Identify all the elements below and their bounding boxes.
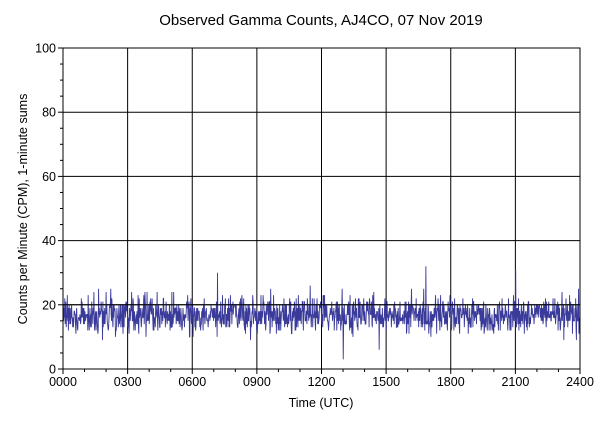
chart-title: Observed Gamma Counts, AJ4CO, 07 Nov 201… xyxy=(159,12,483,29)
x-tick-label: 2100 xyxy=(501,375,529,389)
x-axis-label: Time (UTC) xyxy=(289,396,354,410)
series-line xyxy=(62,266,581,360)
y-axis-label: Counts per Minute (CPM), 1-minute sums xyxy=(16,94,30,325)
y-tick-label: 20 xyxy=(42,298,56,312)
x-tick-label: 1800 xyxy=(437,375,465,389)
x-axis: 0000 0300 0600 0900 1200 1500 1800 2100 2400 xyxy=(49,369,594,389)
y-tick-label: 80 xyxy=(42,106,56,120)
y-tick-label: 0 xyxy=(49,363,56,377)
x-tick-label: 0000 xyxy=(49,375,77,389)
x-tick-label: 0300 xyxy=(114,375,142,389)
x-tick-label: 0900 xyxy=(243,375,271,389)
x-tick-label: 2400 xyxy=(566,375,594,389)
y-tick-label: 100 xyxy=(35,42,56,56)
grid xyxy=(63,48,580,369)
x-tick-label: 1500 xyxy=(372,375,400,389)
x-tick-label: 0600 xyxy=(178,375,206,389)
series-layer xyxy=(62,266,581,360)
y-axis: 0 20 40 60 80 100 xyxy=(35,42,63,377)
y-tick-label: 60 xyxy=(42,170,56,184)
y-tick-label: 40 xyxy=(42,234,56,248)
x-tick-label: 1200 xyxy=(308,375,336,389)
